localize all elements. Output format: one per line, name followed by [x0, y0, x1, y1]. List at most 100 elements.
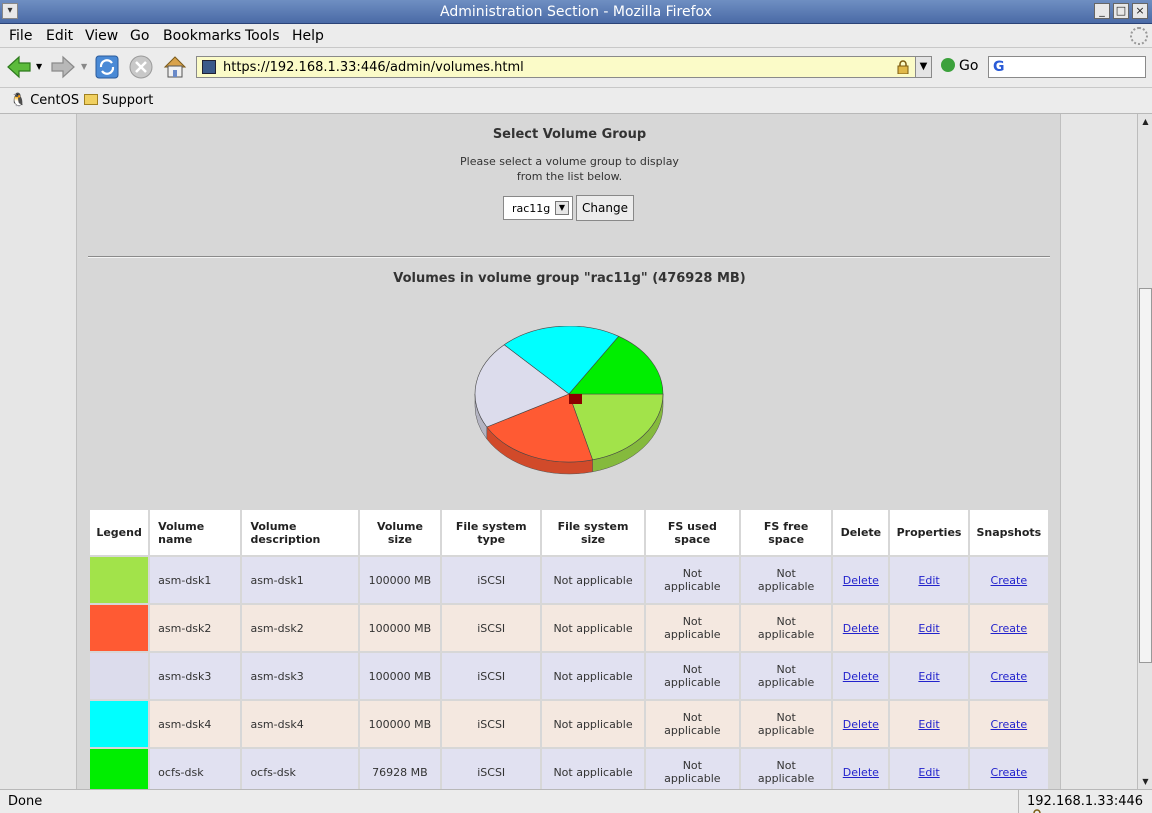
menu-file[interactable]: File: [9, 28, 33, 44]
menu-help[interactable]: Help: [292, 28, 324, 44]
volume-size-cell: 76928 MB: [359, 749, 441, 789]
forward-icon[interactable]: [50, 54, 76, 80]
col-fs-size: File system size: [542, 510, 644, 555]
pie-slice-asm-dsk1: [568, 393, 664, 461]
delete-link[interactable]: Delete: [842, 621, 879, 635]
reload-icon[interactable]: [94, 54, 120, 80]
table-header-row: Legend Volume name Volume description Vo…: [90, 510, 1048, 555]
stop-icon[interactable]: [128, 54, 154, 80]
table-row: asm-dsk4 asm-dsk4 100000 MB iSCSI Not applic…: [90, 701, 1048, 747]
delete-link[interactable]: Delete: [842, 573, 879, 587]
create-snapshot-link[interactable]: Create: [990, 573, 1028, 587]
home-icon[interactable]: [162, 54, 188, 80]
fs-size-cell: Not applicable: [542, 557, 644, 603]
forward-history-icon[interactable]: ▼: [81, 62, 88, 71]
scrollbar-thumb[interactable]: [1139, 288, 1152, 663]
legend-swatch: [90, 605, 149, 651]
window-title: Administration Section - Mozilla Firefox: [440, 4, 712, 20]
lock-icon[interactable]: [897, 60, 909, 74]
volumes-table: Legend Volume name Volume description Vo…: [88, 508, 1050, 789]
edit-link[interactable]: Edit: [918, 765, 940, 779]
snapshots-cell: Create: [969, 749, 1048, 789]
menu-go[interactable]: Go: [130, 28, 150, 44]
main-panel: Select Volume Group Please select a volu…: [76, 114, 1061, 789]
menu-bookmarks[interactable]: Bookmarks: [163, 28, 242, 44]
col-delete: Delete: [833, 510, 889, 555]
maximize-button[interactable]: □: [1113, 3, 1129, 19]
fs-used-cell: Not applicable: [645, 605, 739, 651]
bookmark-centos[interactable]: 🐧 CentOS: [10, 93, 79, 108]
window-titlebar: ▾ Administration Section - Mozilla Firef…: [0, 0, 1152, 24]
search-input[interactable]: G: [988, 56, 1146, 78]
snapshots-cell: Create: [969, 701, 1048, 747]
go-icon: [941, 58, 955, 72]
pie-slice-asm-dsk3: [474, 344, 570, 428]
delete-link[interactable]: Delete: [842, 717, 879, 731]
create-snapshot-link[interactable]: Create: [990, 621, 1028, 635]
google-search-icon[interactable]: G: [993, 59, 1005, 75]
volume-group-select[interactable]: rac11g ▼: [503, 196, 573, 220]
col-volume-description: Volume description: [242, 510, 358, 555]
chevron-down-icon[interactable]: ▼: [555, 201, 569, 215]
status-host[interactable]: 192.168.1.33:446: [1018, 790, 1152, 813]
menu-view[interactable]: View: [85, 28, 119, 44]
fs-free-cell: Not applicable: [740, 701, 832, 747]
create-snapshot-link[interactable]: Create: [990, 669, 1028, 683]
window-menu-icon[interactable]: ▾: [2, 3, 18, 19]
col-fs-free: FS free space: [740, 510, 832, 555]
create-snapshot-link[interactable]: Create: [990, 765, 1028, 779]
table-row: asm-dsk3 asm-dsk3 100000 MB iSCSI Not applic…: [90, 653, 1048, 699]
fs-used-cell: Not applicable: [645, 557, 739, 603]
status-bar: Done 192.168.1.33:446: [0, 789, 1152, 813]
volume-size-cell: 100000 MB: [359, 701, 441, 747]
col-fs-type: File system type: [442, 510, 541, 555]
properties-cell: Edit: [890, 749, 968, 789]
snapshots-cell: Create: [969, 605, 1048, 651]
fs-type-cell: iSCSI: [442, 701, 541, 747]
menu-edit[interactable]: Edit: [46, 28, 74, 44]
col-properties: Properties: [890, 510, 968, 555]
edit-link[interactable]: Edit: [918, 669, 940, 683]
divider: [88, 256, 1050, 258]
close-button[interactable]: ×: [1132, 3, 1148, 19]
menu-bar: File Edit View Go Bookmarks Tools Help: [0, 24, 1152, 48]
fs-size-cell: Not applicable: [542, 653, 644, 699]
url-bar[interactable]: https://192.168.1.33:446/admin/volumes.h…: [196, 56, 916, 78]
fs-free-cell: Not applicable: [740, 749, 832, 789]
delete-link[interactable]: Delete: [842, 669, 879, 683]
pie-slice-ocfs-dsk: [568, 335, 664, 395]
back-history-icon[interactable]: ▼: [36, 62, 43, 71]
properties-cell: Edit: [890, 557, 968, 603]
scroll-up-icon[interactable]: ▲: [1142, 117, 1149, 126]
edit-link[interactable]: Edit: [918, 717, 940, 731]
url-history-dropdown[interactable]: ▼: [915, 56, 932, 78]
change-button[interactable]: Change: [576, 195, 634, 221]
bookmark-support[interactable]: Support: [84, 93, 153, 108]
fs-used-cell: Not applicable: [645, 749, 739, 789]
delete-cell: Delete: [833, 653, 889, 699]
menu-tools[interactable]: Tools: [245, 28, 280, 44]
fs-type-cell: iSCSI: [442, 653, 541, 699]
legend-swatch: [90, 701, 149, 747]
delete-cell: Delete: [833, 605, 889, 651]
bookmark-support-label: Support: [102, 93, 154, 108]
back-icon[interactable]: [6, 54, 32, 80]
properties-cell: Edit: [890, 653, 968, 699]
edit-link[interactable]: Edit: [918, 573, 940, 587]
go-button[interactable]: Go: [941, 58, 978, 74]
minimize-button[interactable]: _: [1094, 3, 1110, 19]
col-volume-size: Volume size: [359, 510, 441, 555]
delete-cell: Delete: [833, 557, 889, 603]
scroll-down-icon[interactable]: ▼: [1142, 777, 1149, 786]
volume-description-cell: asm-dsk3: [242, 653, 358, 699]
vertical-scrollbar[interactable]: ▲ ▼: [1137, 114, 1152, 789]
edit-link[interactable]: Edit: [918, 621, 940, 635]
delete-link[interactable]: Delete: [842, 765, 879, 779]
navigation-toolbar: ▼ ▼ https://192.168.1.33:446/admin/volum…: [0, 48, 1152, 88]
url-text: https://192.168.1.33:446/admin/volumes.h…: [223, 60, 524, 75]
create-snapshot-link[interactable]: Create: [990, 717, 1028, 731]
select-help-line-1: Please select a volume group to display: [460, 155, 679, 168]
page-content: Select Volume Group Please select a volu…: [0, 114, 1137, 789]
volumes-heading: Volumes in volume group "rac11g" (476928…: [393, 271, 746, 286]
legend-swatch: [90, 749, 149, 789]
